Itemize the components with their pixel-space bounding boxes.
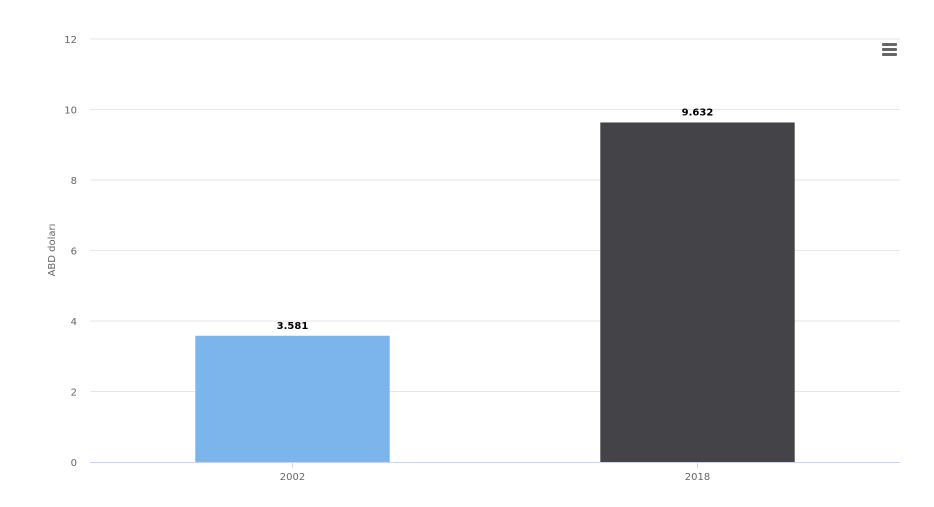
chart-menu-button[interactable] <box>876 38 902 60</box>
x-tick-label-2018: 2018 <box>685 472 710 483</box>
labels-layer: 0 2 4 6 8 10 12 3.581 2002 9.632 2018 <box>64 35 713 483</box>
bar-2002[interactable] <box>195 335 390 462</box>
y-tick-label: 2 <box>71 388 77 399</box>
data-label-2002: 3.581 <box>277 321 309 332</box>
x-tick-label-2002: 2002 <box>280 472 305 483</box>
y-tick-label: 4 <box>71 317 77 328</box>
bar-2018[interactable] <box>600 122 795 463</box>
grid-layer <box>90 38 900 468</box>
y-tick-label: 10 <box>64 106 77 117</box>
y-tick-label: 12 <box>64 35 77 46</box>
y-axis-title: ABD doları <box>47 224 58 277</box>
y-tick-label: 8 <box>71 176 77 187</box>
data-label-2018: 9.632 <box>682 107 714 118</box>
y-tick-label: 0 <box>71 458 77 469</box>
bars-layer <box>195 122 795 463</box>
y-tick-label: 6 <box>71 247 77 258</box>
